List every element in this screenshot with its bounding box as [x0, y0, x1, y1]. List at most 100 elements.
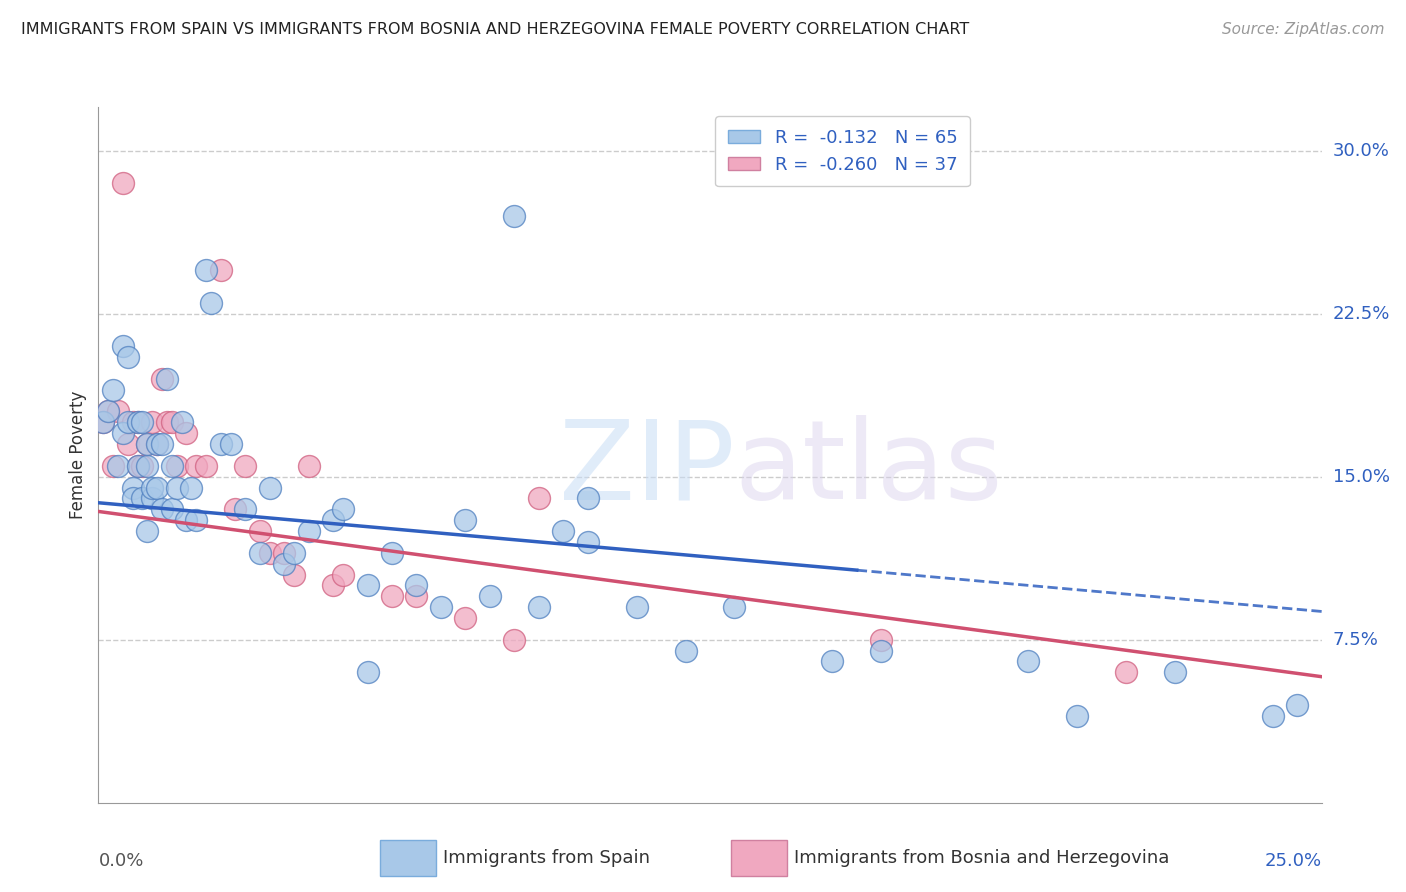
Point [249, 524, 271, 538]
Text: 25.0%: 25.0% [1264, 852, 1322, 870]
Text: Source: ZipAtlas.com: Source: ZipAtlas.com [1222, 22, 1385, 37]
Text: 0.0%: 0.0% [98, 852, 143, 870]
Point [430, 600, 453, 615]
Point [170, 415, 193, 429]
Point [219, 437, 242, 451]
Point [117, 437, 139, 451]
Point [141, 491, 163, 506]
Point [233, 502, 256, 516]
Point [101, 383, 124, 397]
Point [381, 546, 404, 560]
Point [111, 426, 134, 441]
Point [127, 415, 149, 429]
Point [576, 535, 599, 549]
Point [1066, 708, 1088, 723]
Point [136, 524, 159, 538]
Point [121, 491, 143, 506]
Point [146, 437, 169, 451]
Point [127, 415, 149, 429]
Point [117, 350, 139, 364]
Point [97, 404, 120, 418]
Point [209, 437, 232, 451]
Text: 7.5%: 7.5% [1333, 631, 1379, 648]
Point [146, 481, 169, 495]
Point [160, 502, 183, 516]
Point [233, 458, 256, 473]
Point [298, 458, 321, 473]
Text: atlas: atlas [734, 416, 1002, 523]
Point [111, 339, 134, 353]
Point [283, 546, 305, 560]
Point [298, 524, 321, 538]
Text: 22.5%: 22.5% [1333, 304, 1391, 323]
Point [136, 437, 159, 451]
Point [160, 458, 183, 473]
Point [332, 502, 354, 516]
Point [156, 372, 179, 386]
Point [870, 643, 893, 657]
Point [150, 437, 173, 451]
Point [675, 643, 697, 657]
Point [150, 372, 173, 386]
Text: Immigrants from Bosnia and Herzegovina: Immigrants from Bosnia and Herzegovina [794, 849, 1170, 867]
Point [127, 458, 149, 473]
Point [1115, 665, 1137, 680]
Point [224, 502, 246, 516]
Text: ZIP: ZIP [558, 416, 734, 523]
Point [200, 295, 222, 310]
Point [146, 437, 169, 451]
Point [283, 567, 305, 582]
Legend: R =  -0.132   N = 65, R =  -0.260   N = 37: R = -0.132 N = 65, R = -0.260 N = 37 [716, 116, 970, 186]
Point [91, 415, 114, 429]
Point [332, 567, 354, 582]
Point [107, 458, 129, 473]
Point [91, 415, 114, 429]
Point [141, 481, 163, 495]
Point [1164, 665, 1187, 680]
Point [131, 491, 153, 506]
Point [322, 513, 344, 527]
Point [527, 600, 550, 615]
Point [127, 458, 149, 473]
Point [101, 458, 124, 473]
Point [454, 513, 477, 527]
Point [166, 458, 188, 473]
Point [249, 546, 271, 560]
Point [454, 611, 477, 625]
Point [150, 502, 173, 516]
Point [503, 632, 526, 647]
Point [180, 481, 202, 495]
Point [131, 458, 153, 473]
Y-axis label: Female Poverty: Female Poverty [69, 391, 87, 519]
Point [186, 458, 208, 473]
Point [131, 415, 153, 429]
Point [111, 176, 134, 190]
Point [259, 546, 281, 560]
Point [1286, 698, 1309, 712]
Text: Immigrants from Spain: Immigrants from Spain [443, 849, 650, 867]
Point [626, 600, 648, 615]
Point [195, 458, 218, 473]
Point [503, 209, 526, 223]
Point [478, 589, 501, 603]
Point [117, 415, 139, 429]
Point [97, 404, 120, 418]
Point [166, 481, 188, 495]
Point [195, 263, 218, 277]
Point [1261, 708, 1284, 723]
Point [527, 491, 550, 506]
Point [821, 655, 844, 669]
Point [405, 589, 427, 603]
Text: IMMIGRANTS FROM SPAIN VS IMMIGRANTS FROM BOSNIA AND HERZEGOVINA FEMALE POVERTY C: IMMIGRANTS FROM SPAIN VS IMMIGRANTS FROM… [21, 22, 969, 37]
Point [136, 458, 159, 473]
Point [356, 665, 378, 680]
Point [121, 415, 143, 429]
Point [176, 426, 198, 441]
Point [209, 263, 232, 277]
Point [870, 632, 893, 647]
Point [259, 481, 281, 495]
Point [107, 404, 129, 418]
Point [121, 481, 143, 495]
Point [156, 415, 179, 429]
Point [136, 437, 159, 451]
